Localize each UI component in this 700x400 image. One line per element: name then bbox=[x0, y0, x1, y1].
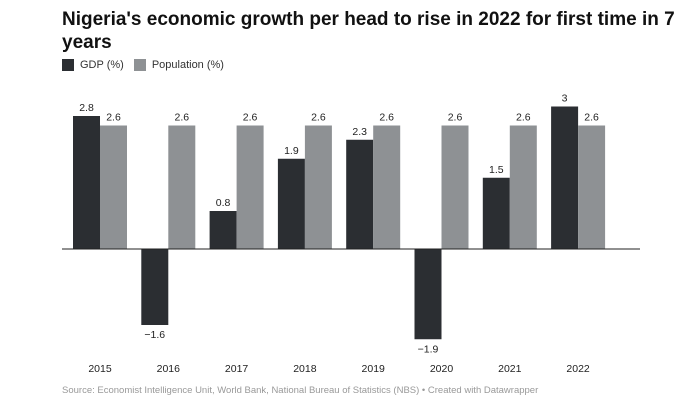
bar-population bbox=[304, 125, 332, 249]
bar-gdp bbox=[482, 177, 510, 249]
x-tick-label: 2020 bbox=[430, 363, 454, 375]
chart-title: Nigeria's economic growth per head to ri… bbox=[62, 9, 675, 53]
legend-label-population: Population (%) bbox=[151, 59, 224, 71]
data-label: 1.9 bbox=[284, 145, 299, 157]
data-label: 2.6 bbox=[311, 112, 326, 124]
data-label: 0.8 bbox=[216, 197, 231, 209]
legend: GDP (%) Population (%) bbox=[62, 59, 224, 71]
bar-gdp bbox=[346, 139, 374, 249]
legend-swatch-population bbox=[133, 59, 146, 71]
data-label: 2.3 bbox=[352, 126, 367, 138]
bar-population bbox=[578, 125, 606, 249]
data-label: 2.6 bbox=[448, 112, 463, 124]
x-tick-label: 2017 bbox=[225, 363, 249, 375]
data-label: 2.6 bbox=[243, 112, 258, 124]
bar-gdp bbox=[209, 211, 237, 249]
data-label: 1.5 bbox=[489, 164, 504, 176]
bar-gdp bbox=[551, 106, 579, 249]
bar-population bbox=[441, 125, 469, 249]
bar-gdp bbox=[414, 249, 442, 340]
bar-population bbox=[373, 125, 401, 249]
x-tick-label: 2019 bbox=[362, 363, 386, 375]
data-label: 2.6 bbox=[516, 112, 531, 124]
x-tick-label: 2018 bbox=[293, 363, 317, 375]
data-label: −1.9 bbox=[418, 343, 439, 355]
bar-population bbox=[100, 125, 127, 249]
legend-label-gdp: GDP (%) bbox=[80, 59, 124, 71]
data-label: 2.6 bbox=[584, 112, 599, 124]
x-tick-label: 2021 bbox=[498, 363, 522, 375]
data-label: −1.6 bbox=[144, 329, 165, 341]
data-label: 2.8 bbox=[79, 102, 94, 114]
x-tick-label: 2016 bbox=[157, 363, 181, 375]
x-tick-label: 2015 bbox=[88, 363, 112, 375]
source-footer: Source: Economist Intelligence Unit, Wor… bbox=[62, 385, 539, 396]
data-label: 2.6 bbox=[106, 112, 121, 124]
x-tick-label: 2022 bbox=[566, 363, 590, 375]
legend-swatch-gdp bbox=[62, 59, 74, 71]
bar-population bbox=[509, 125, 537, 249]
bar-gdp bbox=[277, 158, 305, 249]
bar-gdp bbox=[141, 249, 169, 325]
data-label: 2.6 bbox=[174, 112, 189, 124]
bar-population bbox=[236, 125, 264, 249]
bar-population bbox=[168, 125, 196, 249]
data-label: 2.6 bbox=[379, 112, 394, 124]
bar-gdp bbox=[73, 116, 100, 249]
data-label: 3 bbox=[562, 93, 568, 105]
